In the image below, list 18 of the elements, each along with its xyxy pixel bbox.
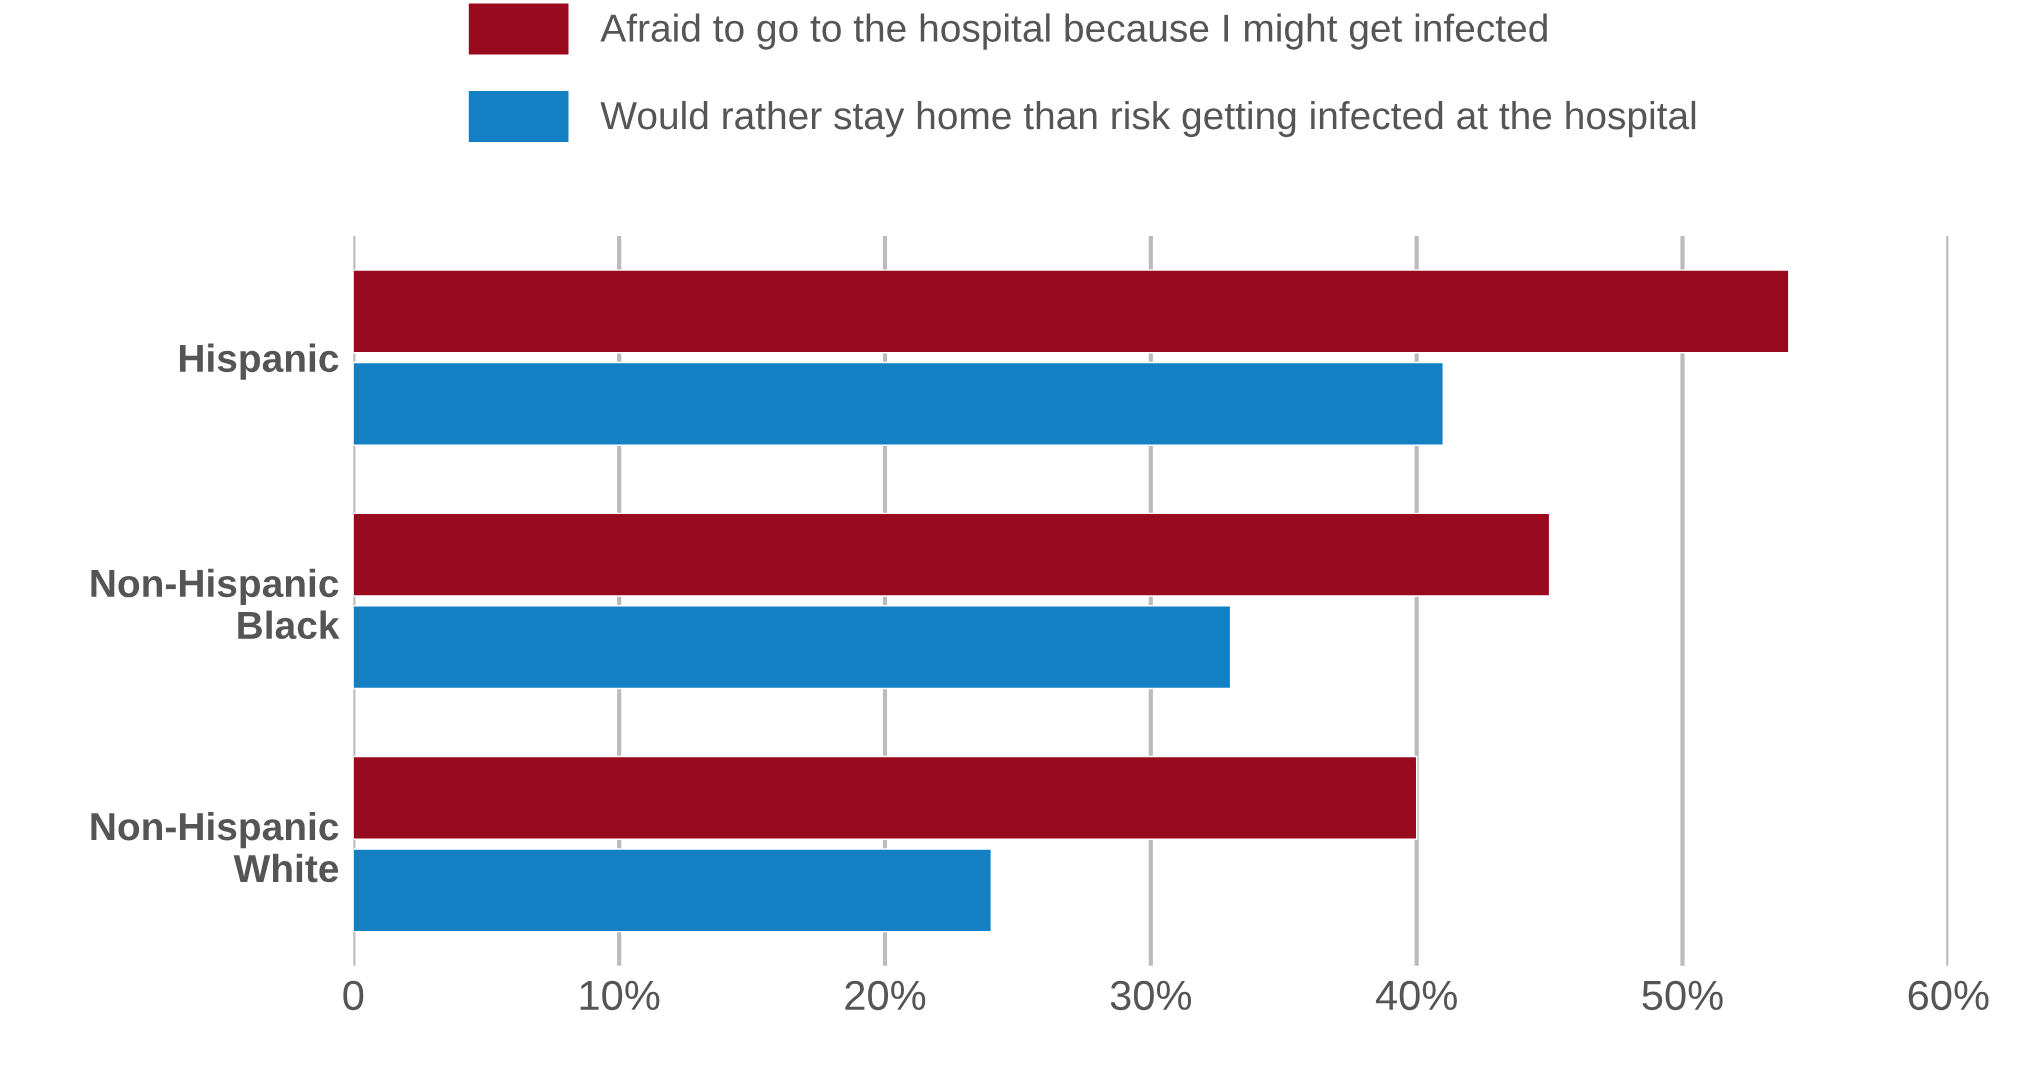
x-tick-label: 0	[343, 980, 364, 1011]
legend-label: Would rather stay home than risk getting infected at the hospital	[600, 100, 1696, 138]
y-tick-label: Hispanic	[179, 343, 339, 380]
x-tick-label: 60%	[1908, 980, 1989, 1011]
y-tick-label: Non-Hispanic White	[91, 811, 339, 883]
bar	[353, 512, 1551, 597]
bar	[353, 605, 1232, 690]
x-tick-label: 40%	[1375, 980, 1457, 1011]
x-tick-label: 50%	[1642, 980, 1723, 1011]
bar	[353, 361, 1444, 446]
bar	[353, 269, 1790, 354]
legend-label: Afraid to go to the hospital because I might get infected	[600, 13, 1547, 50]
x-tick-label: 10%	[580, 980, 660, 1011]
x-tick-label: 20%	[845, 980, 926, 1011]
x-tick-label: 30%	[1110, 980, 1192, 1011]
bar	[353, 755, 1418, 840]
y-tick-label: Non-Hispanic Black	[91, 568, 340, 640]
bar	[353, 848, 993, 933]
